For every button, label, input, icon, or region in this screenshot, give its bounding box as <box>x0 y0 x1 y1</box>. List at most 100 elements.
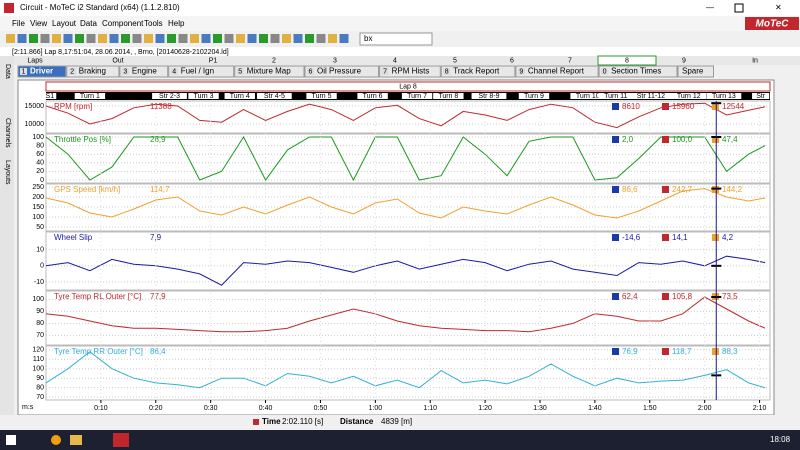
toolbar-button[interactable] <box>270 34 280 43</box>
toolbar-button[interactable] <box>6 34 15 43</box>
toolbar-select[interactable] <box>359 32 433 46</box>
close-button[interactable]: ✕ <box>775 3 782 12</box>
readout-cursor: 4,2 <box>722 233 734 242</box>
menu-item[interactable]: File <box>12 19 25 28</box>
tab-key-box <box>170 68 178 75</box>
toolbar-button[interactable] <box>316 34 326 43</box>
toolbar-button[interactable] <box>328 34 337 43</box>
section-box <box>224 93 255 99</box>
y-tick-label: 20 <box>36 168 44 175</box>
toolbar-button[interactable] <box>98 34 107 43</box>
toolbar-button[interactable] <box>155 34 165 43</box>
toolbar-button[interactable] <box>339 34 349 43</box>
toolbar-button[interactable] <box>224 34 234 43</box>
menu-item[interactable]: Layout <box>52 19 77 28</box>
toolbar-button[interactable] <box>247 34 257 43</box>
y-tick-label: 100 <box>32 214 44 221</box>
side-tab[interactable]: Layouts <box>4 160 11 185</box>
readout-icon <box>712 136 719 143</box>
tab[interactable] <box>598 65 678 78</box>
tab[interactable] <box>66 65 120 78</box>
toolbar-button[interactable] <box>144 34 153 43</box>
menu-item[interactable]: Help <box>168 19 185 28</box>
toolbar-button[interactable] <box>236 34 245 43</box>
tab[interactable] <box>379 65 441 78</box>
lap-label[interactable]: 5 <box>453 57 457 64</box>
section-label: Str 4-5 <box>264 93 285 100</box>
tab[interactable] <box>234 65 305 78</box>
tab[interactable] <box>17 65 67 78</box>
toolbar-button[interactable] <box>282 34 291 43</box>
lap-label[interactable]: 9 <box>682 57 686 64</box>
toolbar-button[interactable] <box>75 34 84 43</box>
readout-cursor: 73,5 <box>722 292 738 301</box>
y-tick-label: 110 <box>33 356 44 363</box>
section-label: Turn 13 <box>712 93 736 100</box>
tab[interactable] <box>515 65 599 78</box>
tab-label: Section Times <box>611 67 661 76</box>
toolbar-button[interactable] <box>293 34 303 43</box>
tab[interactable] <box>440 65 516 78</box>
menu-item[interactable]: Tools <box>144 19 163 28</box>
lap-label[interactable]: In <box>752 57 758 64</box>
lap-label[interactable]: 8 <box>625 57 629 64</box>
side-tab[interactable]: Channels <box>4 118 11 148</box>
toolbar-button[interactable] <box>213 34 222 43</box>
side-tab[interactable]: Data <box>4 64 11 79</box>
toolbar-button[interactable] <box>29 34 38 43</box>
menu-item[interactable]: Component <box>102 19 144 28</box>
lap-label[interactable]: 7 <box>568 57 572 64</box>
readout-max: 100,0 <box>672 135 693 144</box>
trace <box>45 102 766 129</box>
toolbar-button[interactable] <box>132 34 142 43</box>
toolbar-button[interactable] <box>259 34 268 43</box>
browser-icon[interactable] <box>51 435 61 445</box>
toolbar-button[interactable] <box>305 34 314 43</box>
toolbar-button[interactable] <box>121 34 130 43</box>
toolbar-button[interactable] <box>201 34 211 43</box>
lap-label[interactable]: 3 <box>333 57 337 64</box>
channel-value: 28,9 <box>150 135 166 144</box>
tab[interactable] <box>168 65 235 78</box>
readout-icon <box>662 293 669 300</box>
tab[interactable] <box>677 65 714 78</box>
lap-label[interactable]: P1 <box>209 57 218 64</box>
toolbar-button[interactable] <box>52 34 61 43</box>
tab-key-box <box>236 68 244 75</box>
toolbar-button[interactable] <box>17 34 27 43</box>
app-icon <box>4 3 14 13</box>
menu-item[interactable]: Data <box>80 19 97 28</box>
menu-item[interactable]: View <box>30 19 47 28</box>
tab[interactable] <box>304 65 380 78</box>
tab[interactable] <box>119 65 169 78</box>
start-button[interactable] <box>6 435 16 445</box>
tab-key-box <box>517 68 525 75</box>
toolbar-button[interactable] <box>167 34 176 43</box>
channel-value: 11388 <box>150 102 172 111</box>
y-tick-label: 10 <box>36 247 44 254</box>
maximize-button[interactable] <box>734 3 744 13</box>
explorer-icon[interactable] <box>70 435 82 445</box>
y-tick-label: 60 <box>36 151 44 158</box>
lap-label[interactable]: Out <box>112 57 123 64</box>
toolbar-button[interactable] <box>86 34 96 43</box>
readout-icon <box>712 103 719 110</box>
lap-label[interactable]: 4 <box>393 57 397 64</box>
toolbar-button[interactable] <box>190 34 199 43</box>
toolbar-button[interactable] <box>109 34 119 43</box>
toolbar-button[interactable] <box>178 34 188 43</box>
lap-label[interactable]: Laps <box>27 57 43 64</box>
lap-label[interactable]: 2 <box>272 57 276 64</box>
motec-taskbar-icon[interactable] <box>113 433 129 447</box>
section-label: Str 8-9 <box>478 93 499 100</box>
section-box <box>74 93 106 99</box>
toolbar-button[interactable] <box>63 34 73 43</box>
lap-label[interactable]: 6 <box>510 57 514 64</box>
menu-bar <box>0 16 800 31</box>
minimize-button[interactable]: — <box>706 3 714 12</box>
section-box <box>598 93 634 99</box>
channel-value: 114,7 <box>150 185 170 194</box>
toolbar-button[interactable] <box>40 34 50 43</box>
tab-key: 2 <box>70 68 74 75</box>
